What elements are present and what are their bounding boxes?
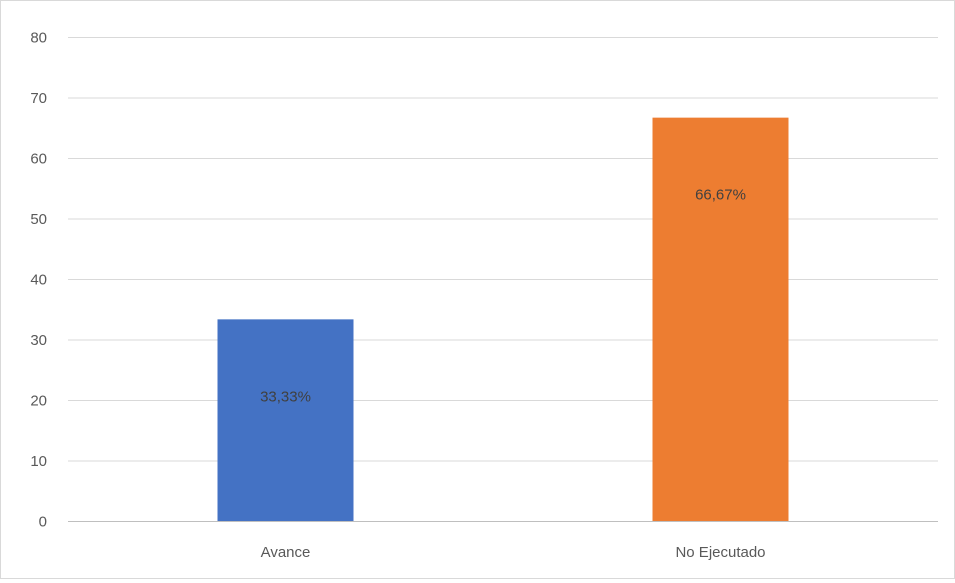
bar-avance [217, 319, 354, 521]
y-tick-label: 80 [30, 30, 47, 47]
gridlines [68, 37, 938, 522]
y-tick-label: 50 [30, 211, 47, 228]
y-tick-label: 30 [30, 332, 47, 349]
category-label: No Ejecutado [675, 544, 765, 561]
y-tick-label: 20 [30, 393, 47, 410]
data-labels: 33,33% 66,67% [260, 187, 746, 406]
x-axis-category-labels: Avance No Ejecutado [261, 544, 766, 561]
y-axis-tick-labels: 0 10 20 30 40 50 60 70 80 [30, 30, 47, 531]
bars [217, 117, 789, 522]
category-label: Avance [261, 544, 311, 561]
y-tick-label: 10 [30, 453, 47, 470]
data-label: 66,67% [695, 187, 746, 204]
y-tick-label: 0 [39, 514, 47, 531]
y-tick-label: 40 [30, 272, 47, 289]
bar-no-ejecutado [652, 117, 789, 522]
y-tick-label: 60 [30, 151, 47, 168]
data-label: 33,33% [260, 388, 311, 405]
y-tick-label: 70 [30, 90, 47, 107]
